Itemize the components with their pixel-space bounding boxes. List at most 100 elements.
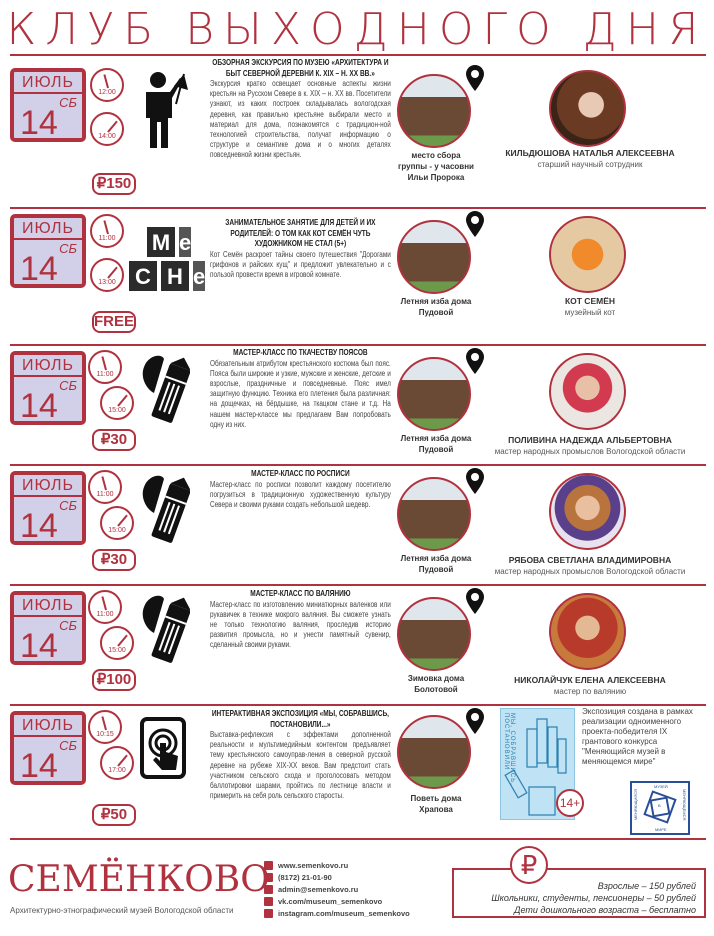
contact-text[interactable]: instagram.com/museum_semenkovo [278, 909, 410, 918]
logo-word: МУЗЕЙ [654, 784, 668, 789]
location-photo [397, 597, 471, 671]
clock-hand [117, 754, 128, 767]
person-name: РЯБОВА СВЕТЛАНА ВЛАДИМИРОВНА [508, 555, 672, 565]
letter-cube: Н [160, 260, 190, 292]
event-description: ИНТЕРАКТИВНАЯ ЭКСПОЗИЦИЯ «МЫ, СОБРАВШИСЬ… [210, 709, 391, 801]
location-photo [397, 357, 471, 431]
touch-tablet-icon [140, 717, 186, 784]
clock-icon: 15:00 [100, 626, 134, 660]
person-photo [549, 353, 626, 430]
person-role: мастер народных промыслов Вологодской об… [494, 447, 686, 456]
contact-text[interactable]: www.semenkovo.ru [278, 861, 349, 870]
contacts-list: www.semenkovo.ru (8172) 21-01-90 admin@sem… [264, 860, 410, 920]
changing-museum-logo: МУЗЕЙ МЕНЯЮЩИЙСЯ В МЕНЯЮЩЕМСЯ МИРЕ [630, 781, 690, 835]
divider [10, 704, 706, 706]
date-calendar: ИЮЛЬ СБ 14 [10, 351, 86, 425]
location-caption: Летняя изба дома Пудовой [400, 434, 472, 454]
day-number: 14 [20, 627, 58, 665]
location-caption: Поветь дома Храпова [410, 794, 462, 814]
person-role: мастер народных промыслов Вологодской об… [494, 567, 686, 576]
person-name: КОТ СЕМЁН [564, 296, 616, 306]
event-title: ОБЗОРНАЯ ЭКСКУРСИЯ ПО МУЗЕЮ «АРХИТЕКТУРА… [212, 58, 389, 78]
price-badge: ₽100 [92, 669, 136, 691]
clock-hand [107, 266, 118, 279]
weekday-label: СБ [59, 241, 77, 256]
price-badge: ₽30 [92, 549, 136, 571]
person-role: мастер по валянию [553, 687, 627, 696]
time-label: 11:00 [96, 491, 114, 498]
month-label: ИЮЛЬ [14, 355, 82, 377]
weekday-label: СБ [59, 498, 77, 513]
letter-cube: С [128, 260, 158, 292]
clock-icon: 15:00 [100, 506, 134, 540]
event-title: ЗАНИМАТЕЛЬНОЕ ЗАНЯТИЕ ДЛЯ ДЕТЕЙ И ИХ РОД… [225, 218, 376, 248]
clock-hand [101, 356, 107, 371]
divider [10, 344, 706, 346]
museum-subtitle: Архитектурно-этнографический музей Волог… [10, 906, 234, 915]
month-label: ИЮЛЬ [14, 218, 82, 240]
date-calendar: ИЮЛЬ СБ 14 [10, 711, 86, 785]
price-badge: ₽30 [92, 429, 136, 451]
price-badge: ₽50 [92, 804, 136, 826]
time-label: 15:00 [108, 407, 126, 414]
location-photo [397, 715, 471, 789]
date-calendar: ИЮЛЬ СБ 14 [10, 214, 86, 288]
contact-text[interactable]: vk.com/museum_semenkovo [278, 897, 383, 906]
event-title: МАСТЕР-КЛАСС ПО РОСПИСИ [251, 469, 350, 478]
event-title: МАСТЕР-КЛАСС ПО ВАЛЯНИЮ [250, 589, 351, 598]
person-name: КИЛЬДЮШОВА НАТАЛЬЯ АЛЕКСЕЕВНА [505, 148, 675, 158]
contact-item[interactable]: admin@semenkovo.ru [264, 884, 410, 895]
event-body: Мастер-класс по росписи позволит каждому… [210, 479, 391, 509]
letter-cube: е [178, 226, 192, 258]
event-row: ИЮЛЬ СБ 14 11:00 15:00 ₽30 МАСТЕР-КЛАСС ПО ТКА… [0, 344, 714, 463]
price-line: Школьники, студенты, пенсионеры – 50 руб… [491, 893, 696, 903]
map-pin-icon [466, 588, 484, 614]
time-label: 12:00 [98, 89, 116, 96]
time-label: 14:00 [98, 133, 116, 140]
location-caption: место сбора группы - у часовни Ильи Прор… [398, 151, 474, 182]
event-body: Выставка-рефлексия с эффектами дополненн… [210, 730, 391, 801]
person-name: ПОЛИВИНА НАДЕЖДА АЛЬБЕРТОВНА [508, 435, 672, 445]
logo-word: МИРЕ [655, 827, 667, 832]
clock-icon: 11:00 [88, 470, 122, 504]
event-description: МАСТЕР-КЛАСС ПО РОСПИСИ Мастер-класс по р… [210, 469, 391, 510]
location-photo [397, 74, 471, 148]
location-photo [397, 220, 471, 294]
contact-item[interactable]: (8172) 21-01-90 [264, 872, 410, 883]
clock-hand [117, 394, 128, 407]
time-label: 13:00 [98, 279, 116, 286]
age-rating-badge: 14+ [556, 789, 584, 817]
pencil-leaf-icon [140, 353, 191, 438]
person-photo [549, 216, 626, 293]
clock-hand [103, 74, 109, 89]
price-badge: ₽150 [92, 173, 136, 195]
date-calendar: ИЮЛЬ СБ 14 [10, 68, 86, 142]
phone-icon [264, 873, 273, 882]
contact-text[interactable]: (8172) 21-01-90 [278, 873, 332, 882]
person-role: музейный кот [564, 308, 616, 317]
contact-item[interactable]: instagram.com/museum_semenkovo [264, 908, 410, 919]
person-photo [549, 70, 626, 147]
day-number: 14 [20, 747, 58, 785]
person-role: старший научный сотрудник [537, 160, 643, 169]
pencil-leaf-icon [140, 473, 191, 558]
divider [10, 838, 706, 840]
divider [10, 464, 706, 466]
clock-icon: 17:00 [100, 746, 134, 780]
contact-item[interactable]: www.semenkovo.ru [264, 860, 410, 871]
event-body: Экскурсия кратко освещает основные аспек… [210, 79, 391, 160]
contact-text[interactable]: admin@semenkovo.ru [278, 885, 359, 894]
location-photo [397, 477, 471, 551]
pencil-leaf-icon [140, 593, 191, 678]
vk-icon [264, 897, 273, 906]
time-label: 11:00 [98, 235, 116, 242]
clock-icon: 11:00 [88, 350, 122, 384]
time-label: 17:00 [108, 767, 126, 774]
contact-item[interactable]: vk.com/museum_semenkovo [264, 896, 410, 907]
event-body: Обязательным атрибутом крестьянского кос… [210, 358, 391, 429]
time-label: 11:00 [96, 371, 114, 378]
ruble-icon: ₽ [510, 846, 548, 884]
price-line: Дети дошкольного возраста – бесплатно [514, 905, 696, 915]
exhibit-note: Экспозиция создана в рамках реализации о… [582, 707, 693, 766]
